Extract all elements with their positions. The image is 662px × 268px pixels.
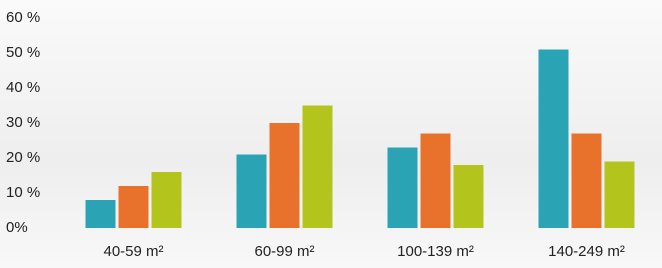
y-tick-label: 10 % <box>6 184 40 201</box>
bar <box>119 186 149 228</box>
y-tick-label: 60 % <box>6 9 40 26</box>
bar <box>605 162 635 229</box>
x-tick-label: 40-59 m² <box>103 243 163 260</box>
bar <box>270 123 300 228</box>
bar <box>454 165 484 228</box>
x-tick-label: 140-249 m² <box>548 243 625 260</box>
y-tick-label: 0% <box>6 219 28 236</box>
y-tick-label: 20 % <box>6 149 40 166</box>
bar <box>572 134 602 229</box>
bar <box>388 148 418 229</box>
bar <box>421 134 451 229</box>
chart: 0% 10 % 20 % 30 % 40 % 50 % 60 % 40-59 m² 60-99 … <box>0 0 662 268</box>
bar <box>86 200 116 228</box>
x-tick-label: 60-99 m² <box>254 243 314 260</box>
bar <box>539 50 569 229</box>
x-tick-label: 100-139 m² <box>397 243 474 260</box>
y-tick-label: 40 % <box>6 79 40 96</box>
y-tick-label: 50 % <box>6 44 40 61</box>
bar <box>303 106 333 229</box>
bar <box>237 155 267 229</box>
y-tick-label: 30 % <box>6 114 40 131</box>
bar <box>152 172 182 228</box>
